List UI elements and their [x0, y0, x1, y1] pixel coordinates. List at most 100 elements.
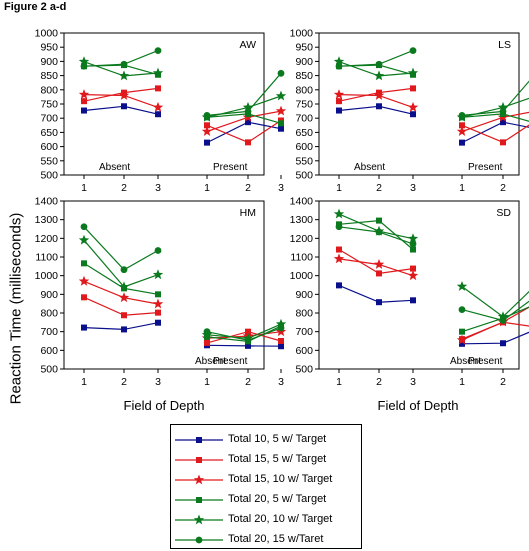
x-tick-label: 3: [155, 182, 161, 194]
group-label: Present: [468, 162, 503, 173]
y-tick-label: 600: [295, 345, 313, 357]
plot-frame: [63, 200, 265, 370]
data-point: [120, 60, 128, 68]
x-tick-label: 2: [245, 182, 251, 194]
legend-label: Total 10, 5 w/ Target: [228, 433, 327, 445]
data-point: [500, 139, 506, 146]
data-point: [244, 336, 252, 344]
legend-label: Total 15, 10 w/ Target: [228, 473, 333, 485]
data-point: [336, 246, 342, 253]
y-tick-label: 1300: [290, 214, 314, 226]
x-tick-label: 2: [376, 182, 382, 194]
data-point: [333, 253, 345, 264]
group-label: Absent: [354, 162, 385, 173]
legend-item: Total 20, 15 w/Taret: [171, 530, 361, 550]
y-tick-label: 850: [40, 70, 58, 82]
data-point: [118, 70, 130, 81]
data-point: [407, 67, 419, 78]
x-tick-label: 2: [376, 376, 382, 388]
data-point: [373, 70, 385, 81]
y-tick-label: 800: [40, 308, 58, 320]
data-point: [245, 342, 251, 349]
plot-frame: [318, 32, 520, 176]
x-tick-label: 1: [204, 376, 210, 388]
data-point: [121, 326, 127, 333]
y-tick-label: 750: [40, 99, 58, 111]
data-point: [410, 111, 416, 118]
data-point: [120, 266, 128, 274]
legend-label: Total 15, 5 w/ Target: [228, 453, 327, 465]
y-tick-label: 900: [295, 56, 313, 68]
data-point: [155, 291, 161, 298]
data-point: [278, 120, 284, 127]
y-tick-label: 650: [295, 127, 313, 139]
data-point: [152, 101, 164, 112]
y-tick-label: 700: [295, 326, 313, 338]
data-point: [278, 125, 284, 132]
data-point: [333, 89, 345, 100]
y-tick-label: 500: [295, 364, 313, 376]
panel-label: LS: [498, 39, 511, 51]
legend-item: Total 20, 5 w/ Target: [171, 490, 361, 510]
data-point: [373, 259, 385, 269]
x-tick-label: 1: [459, 182, 465, 194]
y-tick-label: 600: [40, 141, 58, 153]
data-point: [459, 139, 465, 146]
legend-symbol: [175, 437, 223, 443]
x-tick-label: 1: [204, 182, 210, 194]
legend-symbol: [175, 457, 223, 463]
y-tick-label: 1100: [290, 252, 313, 264]
group-label: Present: [468, 356, 503, 367]
data-point: [407, 101, 419, 112]
x-tick-label: 3: [410, 182, 416, 194]
y-tick-label: 900: [40, 289, 58, 301]
data-point: [244, 107, 252, 115]
y-tick-label: 800: [295, 84, 313, 96]
data-point: [118, 281, 130, 292]
data-point: [121, 312, 127, 319]
y-tick-label: 1400: [290, 196, 314, 208]
y-tick-label: 1200: [290, 233, 314, 245]
chart-panel: 500 550 600 650 700 750 800 850 900 950 1000 1 2 3 1 2 3…: [35, 28, 287, 194]
data-point: [196, 457, 202, 463]
y-tick-label: 700: [295, 113, 313, 125]
y-tick-label: 900: [40, 56, 58, 68]
y-tick-label: 550: [295, 155, 313, 167]
data-point: [335, 223, 343, 231]
x-tick-label: 2: [500, 376, 506, 388]
x-tick-label: 1: [336, 182, 342, 194]
y-tick-label: 1000: [290, 28, 314, 40]
data-point: [242, 101, 254, 112]
data-point: [410, 265, 416, 272]
data-point: [336, 107, 342, 114]
data-point: [154, 247, 162, 254]
y-tick-label: 800: [295, 308, 313, 320]
data-point: [459, 122, 465, 129]
x-axis-label: Field of Depth: [378, 398, 459, 413]
data-point: [78, 275, 90, 286]
y-tick-label: 650: [40, 127, 58, 139]
group-label: Absent: [195, 356, 226, 367]
y-tick-label: 750: [295, 99, 313, 111]
figure-canvas: 500 550 600 650 700 750 800 850 900 950 1000 1 2 3 1 2 3…: [35, 28, 529, 413]
data-point: [196, 497, 202, 503]
data-point: [155, 319, 161, 326]
data-point: [204, 122, 210, 129]
y-tick-label: 500: [295, 170, 313, 182]
data-point: [458, 306, 466, 314]
data-point: [410, 297, 416, 304]
legend-item: Total 10, 5 w/ Target: [171, 430, 361, 450]
legend-symbol: [175, 497, 223, 503]
panel-label: HM: [240, 207, 256, 219]
x-tick-label: 2: [121, 182, 127, 194]
data-point: [410, 85, 416, 92]
data-point: [78, 234, 90, 245]
x-tick-label: 1: [81, 182, 87, 194]
y-tick-label: 600: [295, 141, 313, 153]
data-point: [203, 111, 211, 119]
data-point: [118, 90, 130, 100]
series-line: [206, 344, 282, 347]
data-point: [376, 103, 382, 110]
data-point: [155, 111, 161, 118]
series-line: [83, 226, 159, 271]
